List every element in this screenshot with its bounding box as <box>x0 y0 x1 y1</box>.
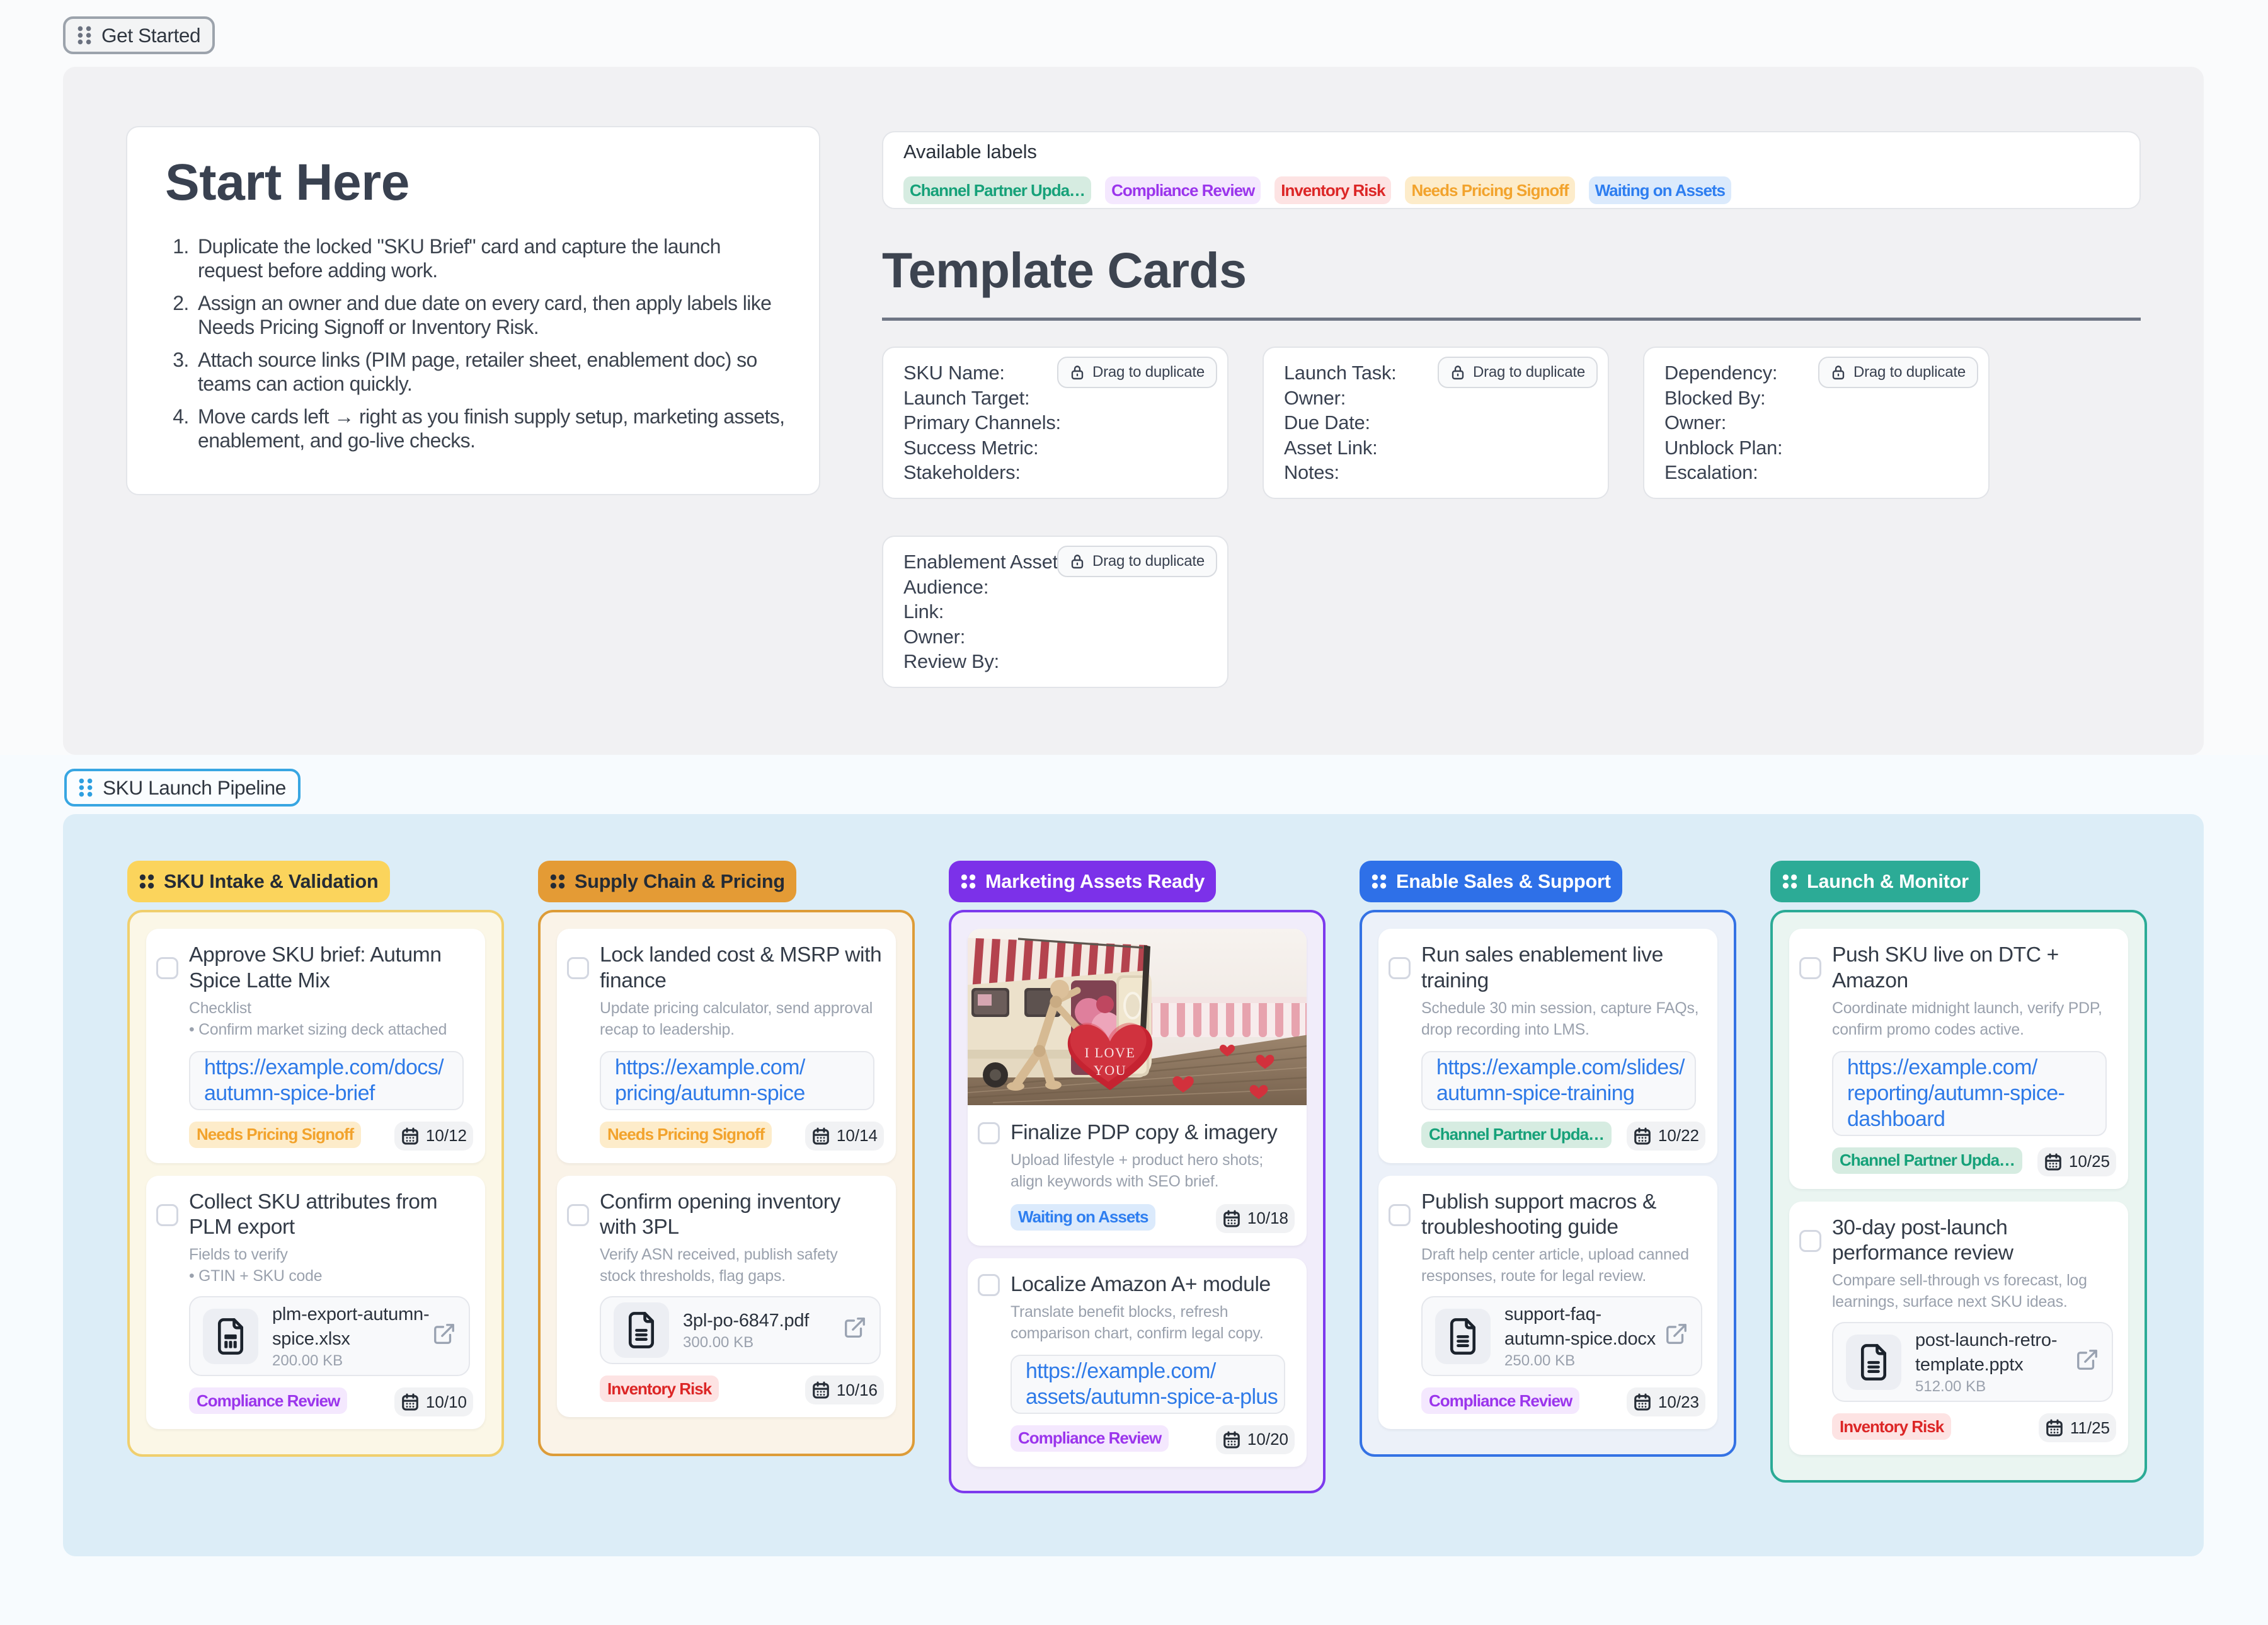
svg-text:I LOVE: I LOVE <box>1084 1045 1135 1060</box>
svg-text:YOU: YOU <box>1094 1062 1126 1078</box>
